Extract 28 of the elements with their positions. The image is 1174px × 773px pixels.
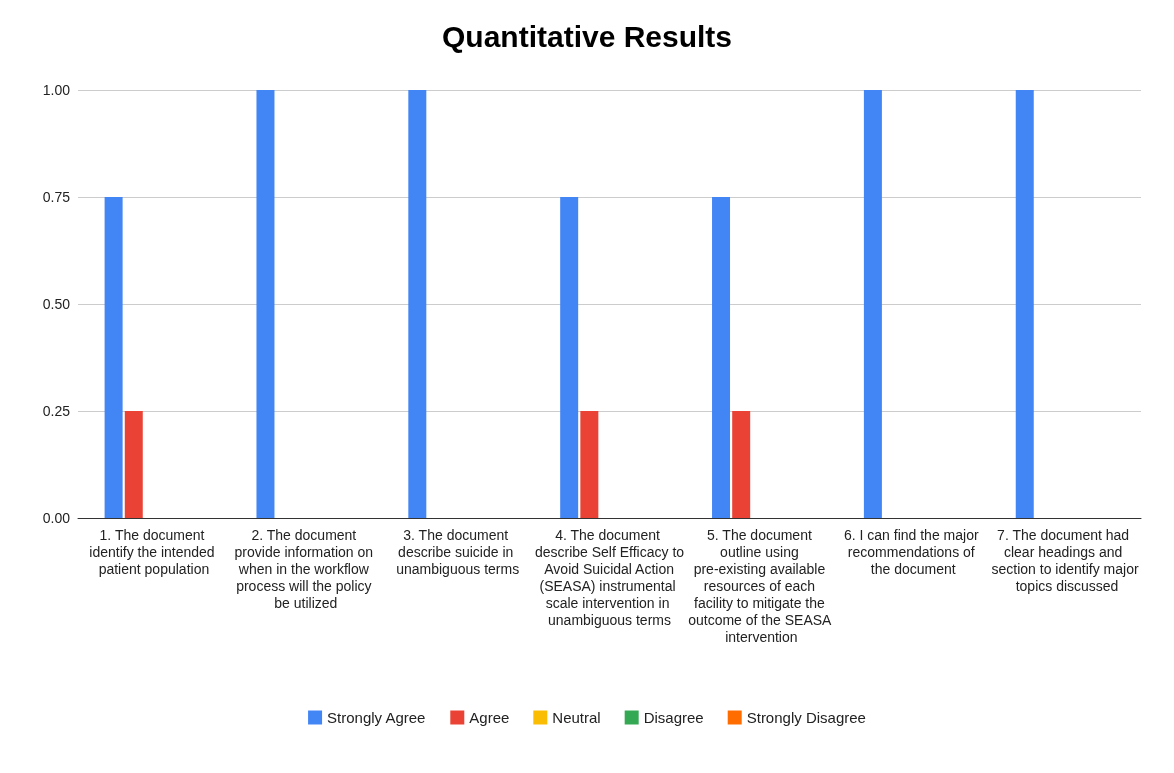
x-tick-label: 5. The document outline using pre-existing available resources of each facility to mitigate the outcome of the SEASA intervention — [688, 526, 835, 645]
x-tick-label: 1. The document identify the intended patient population — [89, 526, 219, 577]
bar — [256, 90, 275, 518]
x-tick-label: 3. The document describe suicide in unambiguous terms — [396, 526, 520, 577]
bar — [408, 90, 427, 518]
bar — [560, 197, 579, 518]
legend-label: Agree — [469, 709, 510, 726]
y-tick-label: 0.50 — [42, 296, 71, 312]
bar — [863, 90, 882, 518]
y-tick-label: 0.00 — [42, 510, 71, 526]
bar — [712, 197, 731, 518]
x-tick-label: 6. I can find the major recommendations of the document — [843, 526, 983, 577]
chart-title: Quantitative Results — [441, 19, 733, 53]
y-tick-label: 0.75 — [42, 189, 71, 205]
legend-label: Neutral — [552, 709, 601, 726]
y-tick-label: 1.00 — [42, 82, 71, 98]
legend-label: Strongly Agree — [327, 709, 426, 726]
bar — [732, 411, 751, 518]
bar — [580, 411, 599, 518]
x-tick-label: 7. The document had clear headings and section to identify major topics discussed — [991, 526, 1139, 594]
bar — [1015, 90, 1034, 518]
legend-label: Strongly Disagree — [746, 709, 866, 726]
x-tick-label: 2. The document provide information on when in the workflow process will the policy be utilized — [234, 526, 377, 611]
bar — [124, 411, 143, 518]
y-tick-label: 0.25 — [42, 403, 71, 419]
legend-label: Disagree — [643, 709, 704, 726]
bar — [104, 197, 123, 518]
x-tick-label: 4. The document describe Self Efficacy to Avoid Suicidal Action (SEASA) instrumental scale intervention in unambiguous terms — [534, 526, 685, 628]
